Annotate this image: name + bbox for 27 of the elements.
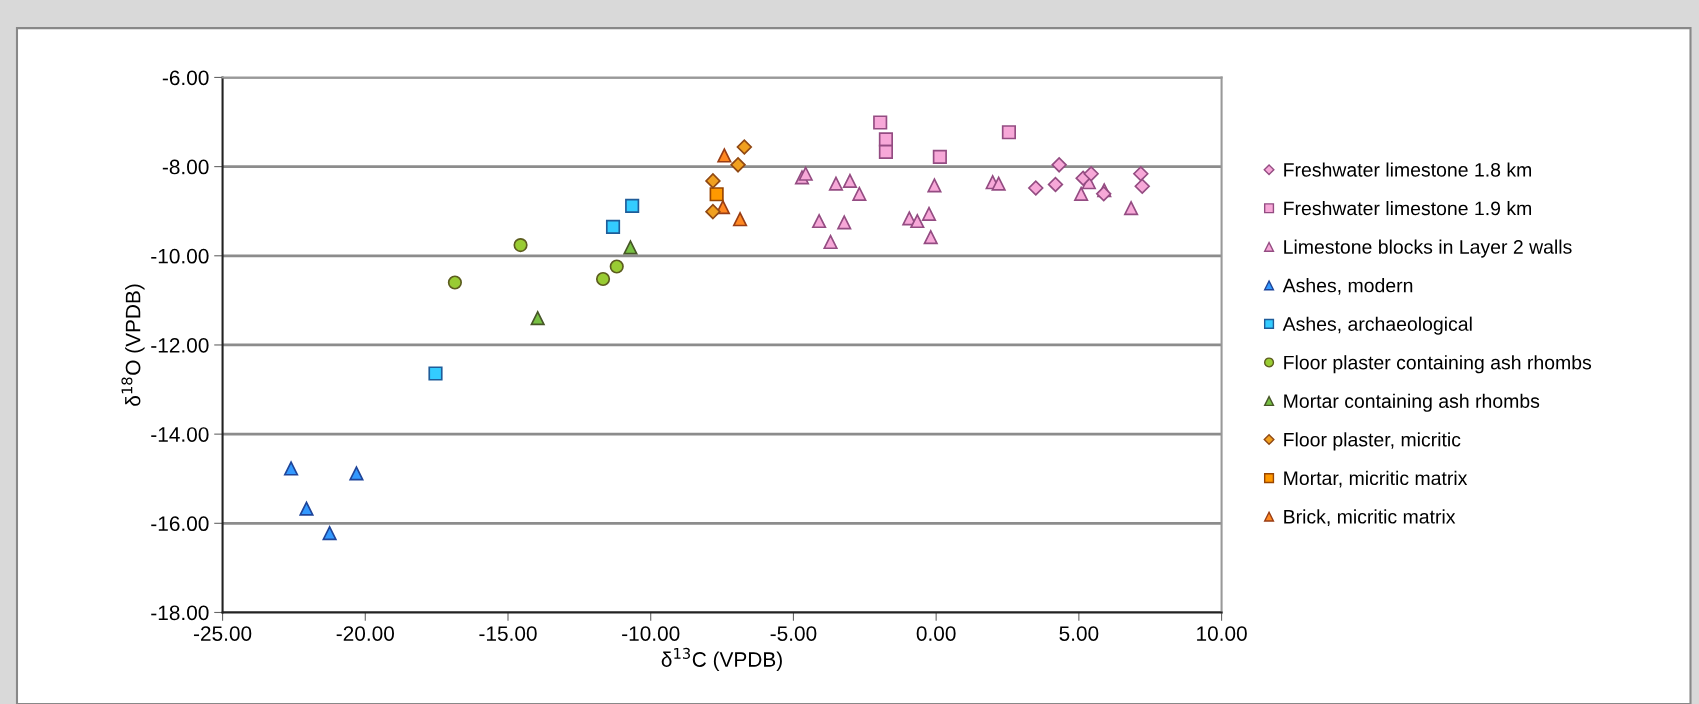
y-tick-label: -12.00 <box>151 337 209 353</box>
legend-label: Ashes, modern <box>1282 278 1413 295</box>
x-tick-label: -15.00 <box>479 626 537 641</box>
y-tick-label: -18.00 <box>151 605 209 621</box>
x-tick-label: -25.00 <box>193 626 252 641</box>
legend-label: Brick, micritic matrix <box>1284 509 1456 526</box>
legend-label: Limestone blocks in Layer 2 walls <box>1284 239 1572 258</box>
y-axis-title: δ$^{18}$O (VPDB) <box>121 284 145 406</box>
legend-label: Floor plaster containing ash rhombs <box>1284 355 1592 374</box>
y-tick-label: -10.00 <box>151 248 209 264</box>
legend-label: Ashes, archaeological <box>1282 316 1472 335</box>
x-tick-label: 10.00 <box>1197 626 1247 641</box>
y-tick-label: -16.00 <box>151 516 209 532</box>
legend-label: Floor plaster, micritic <box>1284 432 1461 451</box>
y-tick-label: -14.00 <box>151 427 209 442</box>
x-tick-label: -20.00 <box>336 626 395 641</box>
x-axis-title: δ$^{13}$C (VPDB) <box>661 647 782 671</box>
x-tick-label: 5.00 <box>1059 626 1099 641</box>
x-tick-label: -5.00 <box>770 626 817 641</box>
x-tick-label: 0.00 <box>916 626 956 641</box>
legend-label: Mortar containing ash rhombs <box>1284 393 1540 412</box>
legend-label: Mortar, micritic matrix <box>1284 470 1468 488</box>
x-tick-label: -10.00 <box>622 626 680 641</box>
legend-label: Freshwater limestone 1.8 km <box>1284 162 1532 177</box>
y-tick-label: -6.00 <box>162 70 209 86</box>
y-tick-label: -8.00 <box>162 159 209 175</box>
legend-label: Freshwater limestone 1.9 km <box>1284 201 1532 216</box>
